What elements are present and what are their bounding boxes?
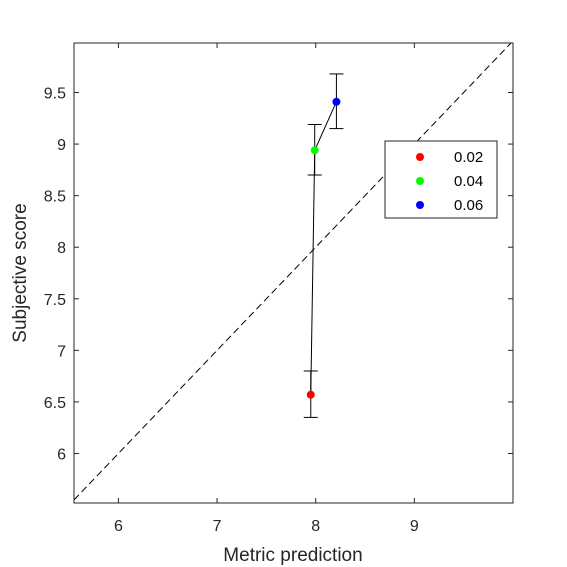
ticks-layer: 6 7 8 9 6 6.5 7 7.5 8 8.5 9 9.5 [44,43,513,535]
x-tick-label: 6 [114,518,123,535]
y-tick-label: 7.5 [44,292,66,309]
legend: 0.02 0.04 0.06 [384,140,498,219]
legend-box [384,140,498,219]
y-tick-label: 7 [57,343,66,360]
y-tick-label: 6.5 [44,395,66,412]
plot-frame [73,42,514,504]
y-tick-label: 8.5 [44,189,66,206]
legend-label: 0.04 [454,173,483,190]
legend-marker-0.06 [416,201,424,209]
x-tick-label: 7 [213,518,222,535]
data-point-0.06 [332,97,341,106]
x-axis-label: Metric prediction [223,545,362,566]
y-tick-label: 8 [57,240,66,257]
legend-marker-0.02 [416,153,424,161]
x-tick-label: 8 [311,518,320,535]
diagonal-reference-layer [73,42,512,501]
legend-label: 0.06 [454,197,483,214]
plot-background [74,43,513,503]
x-tick-label: 9 [410,518,419,535]
data-point-0.04 [310,146,319,155]
data-point-0.02 [306,390,315,399]
legend-marker-0.04 [416,177,424,185]
y-tick-label: 9.5 [44,86,66,103]
y-axis-label: Subjective score [10,203,31,342]
legend-label: 0.02 [454,149,483,166]
series-layer [303,73,344,418]
y-tick-label: 6 [57,446,66,463]
y-tick-label: 9 [57,137,66,154]
diagonal-reference-line [73,42,512,501]
